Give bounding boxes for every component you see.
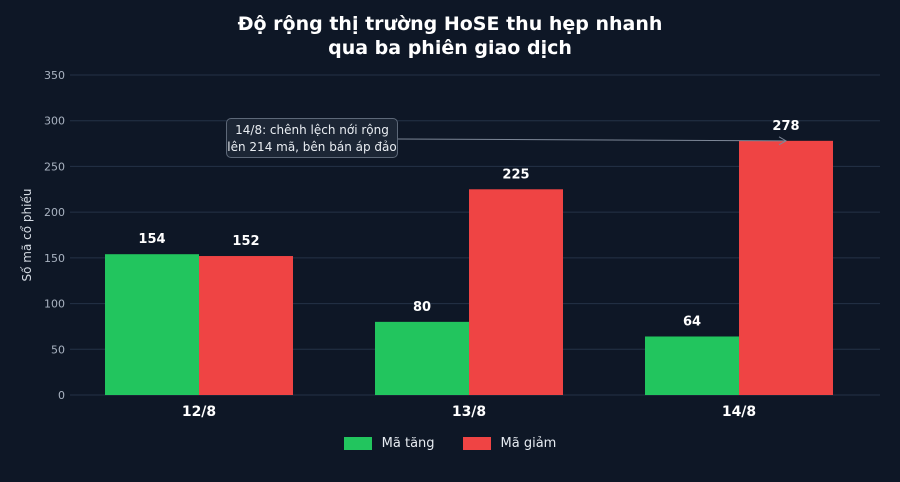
x-tick-label: 14/8 [722,404,756,420]
x-tick-label: 12/8 [182,404,216,420]
legend-label-decrease: Mã giảm [500,436,557,451]
annotation-arrowhead [778,136,788,146]
bar-decrease [469,189,563,395]
legend-item-increase[interactable]: Mã tăng [343,436,435,451]
legend-swatch-decrease [462,437,491,450]
legend-swatch-increase [343,437,372,450]
y-tick-label: 200 [44,206,65,219]
legend: Mã tăng Mã giảm [0,436,900,451]
y-tick-label: 250 [44,160,65,173]
x-tick-label: 13/8 [452,404,486,420]
y-tick-label: 100 [44,298,65,311]
bar-increase [375,321,469,395]
annotation-line-2: lên 214 mã, bên bán áp đảo [227,140,397,154]
bar-decrease [199,256,293,395]
data-label: 278 [772,119,799,134]
chart-title: Độ rộng thị trường HoSE thu hẹp nhanh qu… [0,12,900,60]
data-label: 154 [138,232,165,247]
data-label: 80 [413,300,431,315]
data-label: 64 [683,314,701,329]
chart-title-line-2: qua ba phiên giao dịch [328,37,572,59]
chart-title-line-1: Độ rộng thị trường HoSE thu hẹp nhanh [237,13,663,35]
legend-item-decrease[interactable]: Mã giảm [462,436,557,451]
y-axis-label: Số mã cổ phiếu [20,189,34,282]
y-tick-label: 0 [58,389,65,402]
data-label: 152 [232,234,259,249]
y-tick-label: 300 [44,115,65,128]
bar-decrease [739,140,833,395]
annotation-box: 14/8: chênh lệch nới rộng lên 214 mã, bê… [226,118,398,158]
y-tick-label: 350 [44,69,65,82]
legend-label-increase: Mã tăng [381,436,435,451]
bar-increase [645,336,739,395]
data-label: 225 [502,167,529,182]
bar-increase [105,254,199,395]
annotation-arrow [397,138,787,142]
y-tick-label: 50 [51,343,65,356]
annotation-line-1: 14/8: chênh lệch nới rộng [235,123,389,137]
y-tick-label: 150 [44,252,65,265]
